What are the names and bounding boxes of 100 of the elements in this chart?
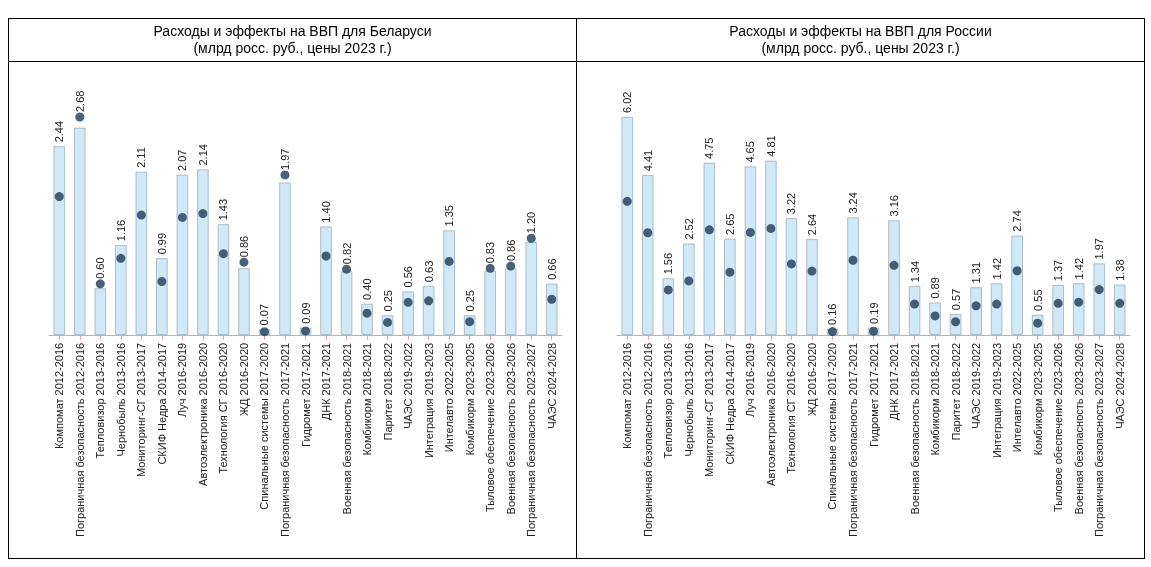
- data-label: 0.99: [155, 232, 168, 255]
- x-tick-label: Луч 2016-2019: [744, 342, 757, 418]
- x-tick-label: Автоэлектроника 2016-2020: [196, 342, 209, 486]
- data-label: 1.43: [217, 198, 230, 221]
- data-label: 4.41: [641, 149, 654, 172]
- x-tick-label: Комбикорм 2023-2025: [463, 342, 476, 456]
- data-label: 0.25: [463, 290, 476, 312]
- x-tick-label: Чернобыль 2013-2016: [114, 342, 127, 457]
- x-tick-label: Спинальные системы 2017-2020: [826, 342, 839, 510]
- data-label: 0.57: [949, 288, 962, 311]
- data-label: 2.74: [1011, 210, 1024, 232]
- x-tick-label: Военная безопасность 2018-2021: [908, 342, 921, 515]
- data-label: 2.14: [196, 144, 209, 166]
- data-label: 0.56: [402, 266, 415, 288]
- data-label: 4.75: [703, 137, 716, 159]
- data-label: 2.44: [53, 120, 66, 143]
- x-tick-label: Комбикорм 2018-2021: [361, 342, 374, 456]
- data-label: 0.89: [929, 277, 942, 299]
- data-label: 4.81: [764, 135, 777, 157]
- x-tick-label: Интеграция 2019-2023: [990, 342, 1003, 459]
- data-label: 2.52: [682, 218, 695, 240]
- data-label: 0.55: [1031, 289, 1044, 311]
- data-label: 1.35: [443, 205, 456, 227]
- x-tick-label: Технология СГ 2016-2020: [785, 342, 798, 474]
- x-tick-label: Тепловизор 2013-2016: [662, 342, 675, 459]
- data-label: 0.19: [867, 302, 880, 324]
- data-label: 1.31: [970, 261, 983, 284]
- data-label: 6.02: [621, 91, 634, 113]
- x-tick-label: Мониторинг-СГ 2013-2017: [703, 342, 716, 478]
- data-label: 0.07: [258, 303, 271, 326]
- x-tick-label: Пограничная безопасность 2012-2016: [73, 342, 86, 538]
- x-tick-label: Технология СГ 2016-2020: [217, 342, 230, 474]
- x-tick-label: СКИФ Недра 2014-2017: [723, 342, 736, 465]
- data-label: 1.97: [1093, 238, 1106, 260]
- data-label: 0.25: [381, 290, 394, 312]
- data-label: 0.86: [504, 239, 517, 262]
- data-label: 0.60: [94, 257, 107, 279]
- x-tick-label: Интелавто 2022-2025: [1011, 342, 1024, 453]
- data-label: 2.11: [135, 147, 148, 168]
- data-label: 0.09: [299, 302, 312, 324]
- data-label: 2.65: [723, 213, 736, 235]
- data-label: 1.34: [908, 260, 921, 283]
- data-label: 0.40: [361, 278, 374, 300]
- data-label: 2.07: [176, 149, 189, 171]
- x-tick-label: Военная безопасность 2023-2026: [504, 342, 517, 515]
- x-tick-label: ЧАЭС 2024-2028: [1113, 342, 1126, 429]
- x-tick-label: Пограничная безопасность 2023-2027: [1093, 342, 1106, 538]
- x-tick-label: Паритет 2018-2022: [381, 342, 394, 441]
- data-label: 3.16: [888, 195, 901, 217]
- x-tick-label: ЖД 2016-2020: [805, 342, 818, 417]
- data-label: 0.63: [422, 260, 435, 283]
- x-tick-label: ДНК 2017-2021: [888, 342, 901, 421]
- data-label: 0.83: [484, 241, 497, 264]
- data-label: 1.38: [1113, 259, 1126, 281]
- x-tick-label: Тыловое обеспечение 2023-2026: [484, 342, 497, 513]
- data-label: 1.40: [320, 201, 333, 223]
- data-label: 1.20: [525, 211, 538, 234]
- data-label: 0.86: [237, 235, 250, 258]
- x-tick-label: ЖД 2016-2020: [237, 342, 250, 417]
- data-label: 4.65: [744, 141, 757, 163]
- x-tick-label: Военная безопасность 2023-2026: [1072, 342, 1085, 515]
- x-tick-label: ДНК 2017-2021: [320, 342, 333, 421]
- x-tick-label: СКИФ Недра 2014-2017: [155, 342, 168, 465]
- x-tick-label: ЧАЭС 2024-2028: [545, 342, 558, 429]
- x-tick-label: Луч 2016-2019: [176, 342, 189, 418]
- x-tick-label: Гидромет 2017-2021: [867, 342, 880, 447]
- x-tick-label: ЧАЭС 2019-2022: [970, 342, 983, 429]
- data-label: 1.97: [278, 148, 291, 170]
- x-tick-label: Компомат 2012-2016: [53, 342, 66, 450]
- data-label: 1.56: [662, 252, 675, 275]
- data-label: 1.16: [114, 219, 127, 242]
- x-tick-label: Компомат 2012-2016: [621, 342, 634, 450]
- x-tick-label: Спинальные системы 2017-2020: [258, 342, 271, 510]
- x-tick-label: Интелавто 2022-2025: [443, 342, 456, 453]
- x-tick-label: Пограничная безопасность 2017-2021: [278, 342, 291, 538]
- x-tick-label: Мониторинг-СГ 2013-2017: [135, 342, 148, 478]
- data-label: 0.66: [545, 258, 558, 280]
- data-label: 1.42: [990, 257, 1003, 280]
- x-tick-label: Автоэлектроника 2016-2020: [764, 342, 777, 486]
- data-label: 1.42: [1072, 257, 1085, 280]
- x-tick-label: Пограничная безопасность 2017-2021: [846, 342, 859, 538]
- x-tick-label: Пограничная безопасность 2012-2016: [641, 342, 654, 538]
- data-label: 3.22: [785, 192, 798, 215]
- x-tick-label: ЧАЭС 2019-2022: [402, 342, 415, 429]
- data-label: 3.24: [846, 192, 859, 214]
- data-label: 2.64: [805, 213, 818, 236]
- x-tick-label: Тыловое обеспечение 2023-2026: [1052, 342, 1065, 513]
- data-label: 2.68: [73, 90, 86, 112]
- chart-title: Расходы и эффекты на ВВП для России (млрд росс. руб., цены 2023 г.): [577, 19, 1144, 62]
- x-tick-label: Военная безопасность 2018-2021: [340, 342, 353, 515]
- data-label: 1.37: [1052, 259, 1065, 282]
- x-tick-label: Тепловизор 2013-2016: [94, 342, 107, 459]
- x-tick-label: Комбикорм 2023-2025: [1031, 342, 1044, 456]
- data-label: 0.16: [826, 303, 839, 325]
- x-tick-label: Гидромет 2017-2021: [299, 342, 312, 447]
- x-tick-label: Чернобыль 2013-2016: [682, 342, 695, 457]
- x-tick-label: Комбикорм 2018-2021: [929, 342, 942, 456]
- data-label: 0.82: [340, 242, 353, 265]
- x-tick-label: Паритет 2018-2022: [949, 342, 962, 441]
- x-tick-label: Интеграция 2019-2023: [422, 342, 435, 459]
